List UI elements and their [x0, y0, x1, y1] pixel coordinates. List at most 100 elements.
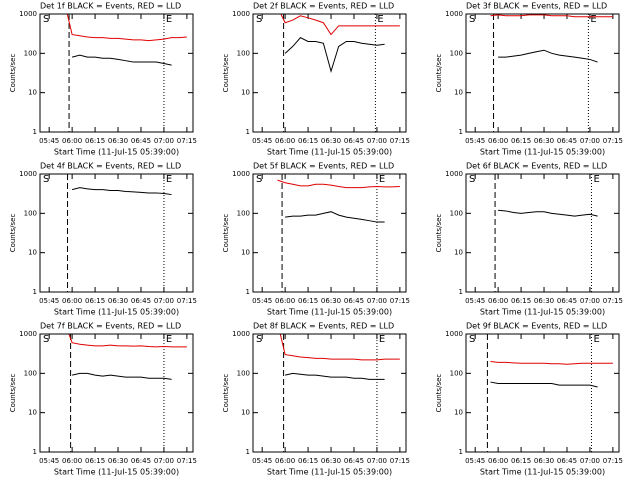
chart-title: Det 6f BLACK = Events, RED = LLD	[466, 162, 607, 171]
x-tick-label: 05:45	[252, 457, 272, 465]
x-axis-label: Start Time (11-Jul-15 05:39:00)	[267, 308, 392, 317]
chart-title: Det 7f BLACK = Events, RED = LLD	[40, 322, 181, 331]
y-tick-label: 100	[237, 209, 250, 217]
y-tick-label: 1	[459, 128, 463, 136]
x-tick-label: 06:15	[85, 137, 105, 145]
series-line	[498, 49, 598, 63]
plot-frame	[252, 173, 407, 293]
y-tick-label: 1	[246, 448, 250, 456]
y-tick-label: 1	[246, 128, 250, 136]
x-tick-label: 06:15	[511, 297, 531, 305]
y-tick-label: 1	[459, 288, 463, 296]
marker-label: S	[256, 14, 262, 25]
chart-title: Det 9f BLACK = Events, RED = LLD	[466, 322, 607, 331]
x-tick-label: 06:30	[108, 137, 128, 145]
x-tick-label: 06:30	[321, 137, 341, 145]
chart-title: Det 4f BLACK = Events, RED = LLD	[40, 162, 181, 171]
marker-label: S	[256, 334, 262, 345]
x-tick-label: 07:00	[367, 137, 387, 145]
chart-title: Det 1f BLACK = Events, RED = LLD	[40, 2, 181, 11]
y-axis-label: Counts/sec	[435, 214, 443, 253]
x-tick-label: 05:45	[465, 297, 485, 305]
x-tick-label: 07:00	[154, 457, 174, 465]
x-axis-label: Start Time (11-Jul-15 05:39:00)	[54, 468, 179, 477]
y-tick-label: 10	[28, 89, 37, 97]
y-tick-label: 1	[33, 128, 37, 136]
x-axis-label: Start Time (11-Jul-15 05:39:00)	[480, 308, 605, 317]
y-tick-label: 1000	[19, 170, 37, 178]
x-tick-label: 06:15	[298, 137, 318, 145]
marker-label: E	[166, 14, 172, 25]
y-axis-label: Counts/sec	[222, 54, 230, 93]
x-tick-label: 07:00	[580, 297, 600, 305]
x-axis-label: Start Time (11-Jul-15 05:39:00)	[480, 148, 605, 157]
x-tick-label: 06:15	[298, 457, 318, 465]
series-line	[72, 187, 172, 196]
marker-label: E	[166, 334, 172, 345]
plot-area	[66, 14, 187, 66]
series-line	[72, 372, 172, 380]
marker-label: E	[166, 174, 172, 185]
chart-title: Det 8f BLACK = Events, RED = LLD	[253, 322, 394, 331]
y-tick-label: 1	[246, 288, 250, 296]
y-tick-label: 1	[33, 448, 37, 456]
x-tick-label: 06:15	[85, 457, 105, 465]
plot-area	[498, 209, 598, 217]
y-tick-label: 1	[459, 448, 463, 456]
panel: Det 1f BLACK = Events, RED = LLD Counts/s…	[9, 2, 197, 157]
x-tick-label: 07:00	[580, 457, 600, 465]
y-tick-label: 1	[33, 288, 37, 296]
y-tick-label: 10	[28, 409, 37, 417]
x-tick-label: 05:45	[39, 137, 59, 145]
x-tick-label: 06:30	[534, 457, 554, 465]
x-tick-label: 06:15	[85, 297, 105, 305]
x-tick-label: 06:00	[488, 137, 508, 145]
plot-area	[280, 14, 400, 74]
y-axis-label: Counts/sec	[222, 374, 230, 413]
x-tick-label: 06:45	[344, 457, 364, 465]
plot-area	[490, 360, 613, 388]
x-tick-label: 07:15	[603, 137, 623, 145]
x-tick-label: 06:45	[131, 457, 151, 465]
plot-area	[72, 187, 172, 196]
y-axis-label: Counts/sec	[435, 374, 443, 413]
x-tick-label: 06:45	[344, 297, 364, 305]
plot-frame	[465, 333, 620, 453]
x-tick-label: 07:00	[154, 297, 174, 305]
x-axis-label: Start Time (11-Jul-15 05:39:00)	[480, 468, 605, 477]
y-tick-label: 10	[454, 89, 463, 97]
plot-area	[279, 334, 400, 380]
x-tick-label: 06:45	[131, 137, 151, 145]
y-tick-label: 10	[241, 409, 250, 417]
plot-frame	[465, 173, 620, 293]
y-tick-label: 100	[237, 369, 250, 377]
x-axis-label: Start Time (11-Jul-15 05:39:00)	[267, 148, 392, 157]
x-tick-label: 07:15	[603, 457, 623, 465]
x-tick-label: 05:45	[465, 137, 485, 145]
series-line	[285, 372, 385, 380]
x-tick-label: 07:00	[580, 137, 600, 145]
x-tick-label: 05:45	[39, 457, 59, 465]
marker-label: S	[43, 14, 49, 25]
y-tick-label: 100	[450, 49, 463, 57]
x-axis-label: Start Time (11-Jul-15 05:39:00)	[267, 468, 392, 477]
series-line	[72, 54, 172, 66]
marker-label: E	[377, 14, 383, 25]
x-tick-label: 06:30	[108, 297, 128, 305]
series-line	[66, 14, 187, 42]
y-tick-label: 100	[24, 49, 37, 57]
x-tick-label: 07:15	[390, 457, 410, 465]
x-tick-label: 06:00	[62, 297, 82, 305]
series-line	[498, 209, 598, 217]
plot-frame	[39, 333, 194, 453]
plot-frame	[39, 13, 194, 133]
y-tick-label: 1000	[19, 10, 37, 18]
series-line	[68, 334, 187, 348]
x-tick-label: 05:45	[252, 297, 272, 305]
marker-label: E	[379, 174, 385, 185]
marker-label: S	[256, 174, 262, 185]
marker-label: S	[469, 174, 475, 185]
y-tick-label: 1000	[232, 170, 250, 178]
marker-label: S	[469, 334, 475, 345]
y-tick-label: 100	[450, 369, 463, 377]
